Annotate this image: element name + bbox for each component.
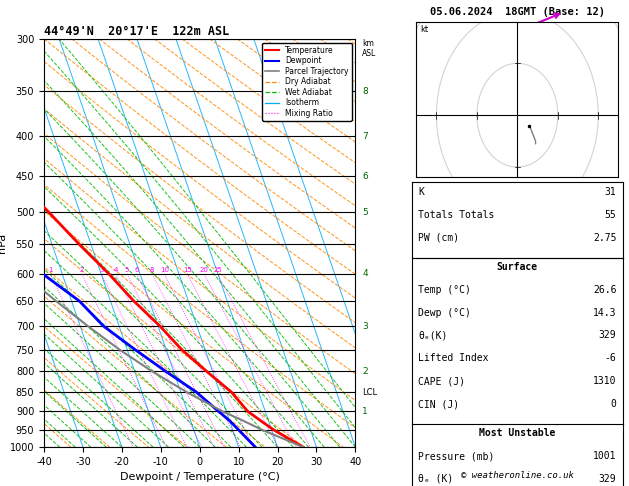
Text: 7: 7 <box>362 132 368 141</box>
Text: 1: 1 <box>48 267 53 273</box>
Text: 329: 329 <box>599 474 616 484</box>
Text: Surface: Surface <box>497 262 538 272</box>
Text: CAPE (J): CAPE (J) <box>418 376 465 386</box>
Text: 8: 8 <box>150 267 154 273</box>
Y-axis label: hPa: hPa <box>0 233 7 253</box>
Text: 2: 2 <box>80 267 84 273</box>
Text: 329: 329 <box>599 330 616 341</box>
Text: 4: 4 <box>362 269 368 278</box>
Text: LCL: LCL <box>362 387 377 397</box>
Text: 44°49'N  20°17'E  122m ASL: 44°49'N 20°17'E 122m ASL <box>44 25 230 38</box>
Text: θₑ (K): θₑ (K) <box>418 474 454 484</box>
Text: 6: 6 <box>135 267 139 273</box>
Text: 14.3: 14.3 <box>593 308 616 318</box>
Text: Dewp (°C): Dewp (°C) <box>418 308 471 318</box>
X-axis label: Dewpoint / Temperature (°C): Dewpoint / Temperature (°C) <box>120 472 280 483</box>
Text: 05.06.2024  18GMT (Base: 12): 05.06.2024 18GMT (Base: 12) <box>430 7 605 17</box>
Text: 31: 31 <box>604 187 616 197</box>
Text: 10: 10 <box>160 267 169 273</box>
Text: θₑ(K): θₑ(K) <box>418 330 448 341</box>
Text: PW (cm): PW (cm) <box>418 233 459 243</box>
Text: Totals Totals: Totals Totals <box>418 210 494 220</box>
Text: Temp (°C): Temp (°C) <box>418 285 471 295</box>
Text: 1001: 1001 <box>593 451 616 461</box>
Text: CIN (J): CIN (J) <box>418 399 459 409</box>
Text: Lifted Index: Lifted Index <box>418 353 489 364</box>
Text: 55: 55 <box>604 210 616 220</box>
Text: 25: 25 <box>213 267 222 273</box>
Text: 3: 3 <box>362 322 368 330</box>
Text: Pressure (mb): Pressure (mb) <box>418 451 494 461</box>
Text: 6: 6 <box>362 172 368 181</box>
Text: 2: 2 <box>362 367 368 376</box>
Text: 3: 3 <box>99 267 104 273</box>
Text: © weatheronline.co.uk: © weatheronline.co.uk <box>461 471 574 480</box>
Text: K: K <box>418 187 424 197</box>
Text: 1310: 1310 <box>593 376 616 386</box>
Text: 1: 1 <box>362 407 368 416</box>
Text: 20: 20 <box>199 267 208 273</box>
Text: 4: 4 <box>113 267 118 273</box>
Text: 26.6: 26.6 <box>593 285 616 295</box>
Legend: Temperature, Dewpoint, Parcel Trajectory, Dry Adiabat, Wet Adiabat, Isotherm, Mi: Temperature, Dewpoint, Parcel Trajectory… <box>262 43 352 121</box>
Text: 0: 0 <box>611 399 616 409</box>
Text: km
ASL: km ASL <box>362 39 377 58</box>
Text: 15: 15 <box>183 267 192 273</box>
Text: 2.75: 2.75 <box>593 233 616 243</box>
Text: 5: 5 <box>125 267 130 273</box>
Text: 5: 5 <box>362 208 368 217</box>
Text: Most Unstable: Most Unstable <box>479 428 555 438</box>
Text: 8: 8 <box>362 87 368 96</box>
Text: -6: -6 <box>604 353 616 364</box>
